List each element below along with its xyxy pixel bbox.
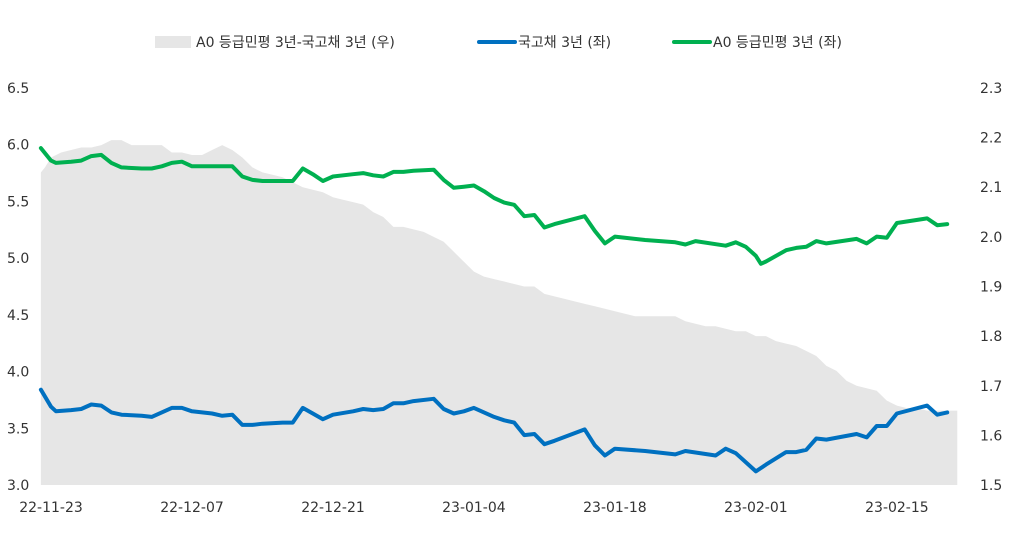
y-right-tick-label: 1.8 bbox=[980, 329, 1002, 345]
y-right-tick-label: 1.7 bbox=[980, 379, 1002, 395]
y-left-tick-label: 6.0 bbox=[7, 138, 29, 154]
legend-label-a0: A0 등급민평 3년 (좌) bbox=[713, 35, 842, 51]
series-line-ktb-3y bbox=[38, 387, 950, 474]
legend-label-spread: A0 등급민평 3년-국고채 3년 (우) bbox=[196, 35, 395, 51]
axes: 3.0 3.5 4.0 4.5 5.0 5.5 6.0 6.5 1.5 1.6 1.7 1.8 1.9 2… bbox=[7, 81, 1002, 516]
y-right-tick-label: 1.5 bbox=[980, 478, 1002, 494]
y-left-tick-label: 4.5 bbox=[7, 308, 29, 324]
legend-swatch-spread-area bbox=[155, 36, 191, 48]
y-left-tick-label: 4.0 bbox=[7, 365, 29, 381]
x-tick-label: 23-01-04 bbox=[442, 500, 506, 516]
y-left-tick-label: 3.5 bbox=[7, 421, 29, 437]
y-left-tick-label: 3.0 bbox=[7, 478, 29, 494]
y-right-tick-label: 2.2 bbox=[980, 131, 1002, 147]
y-right-tick-label: 1.9 bbox=[980, 280, 1002, 296]
x-tick-label: 22-11-23 bbox=[19, 500, 83, 516]
plot-area bbox=[38, 140, 958, 485]
x-tick-label: 22-12-07 bbox=[160, 500, 224, 516]
y-right-tick-label: 2.3 bbox=[980, 81, 1002, 97]
y-left-tick-label: 6.5 bbox=[7, 81, 29, 97]
legend-label-ktb: 국고채 3년 (좌) bbox=[518, 35, 611, 51]
x-tick-label: 23-02-01 bbox=[724, 500, 788, 516]
y-left-tick-label: 5.5 bbox=[7, 194, 29, 210]
series-line-a0-3y bbox=[38, 146, 950, 266]
y-right-tick-label: 2.1 bbox=[980, 180, 1002, 196]
x-tick-label: 23-02-15 bbox=[865, 500, 929, 516]
y-right-tick-label: 2.0 bbox=[980, 230, 1002, 246]
x-tick-label: 23-01-18 bbox=[583, 500, 647, 516]
x-tick-label: 22-12-21 bbox=[301, 500, 365, 516]
y-left-tick-label: 5.0 bbox=[7, 251, 29, 267]
series-area-spread bbox=[40, 140, 958, 485]
legend: A0 등급민평 3년-국고채 3년 (우) 국고채 3년 (좌) A0 등급민평… bbox=[155, 35, 842, 51]
y-right-tick-label: 1.6 bbox=[980, 428, 1002, 444]
